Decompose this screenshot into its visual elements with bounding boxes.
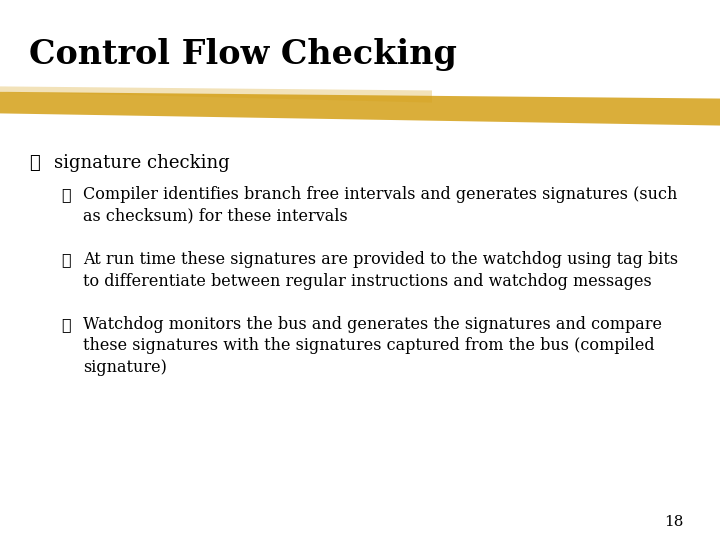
Text: At run time these signatures are provided to the watchdog using tag bits
to diff: At run time these signatures are provide… bbox=[83, 251, 678, 289]
Text: ☒: ☒ bbox=[61, 316, 71, 333]
Text: Control Flow Checking: Control Flow Checking bbox=[29, 38, 456, 71]
Text: 18: 18 bbox=[665, 515, 684, 529]
Text: Watchdog monitors the bus and generates the signatures and compare
these signatu: Watchdog monitors the bus and generates … bbox=[83, 316, 662, 376]
Text: Compiler identifies branch free intervals and generates signatures (such
as chec: Compiler identifies branch free interval… bbox=[83, 186, 678, 225]
Polygon shape bbox=[0, 86, 432, 103]
Text: ☒: ☒ bbox=[61, 186, 71, 203]
Text: ☒: ☒ bbox=[61, 251, 71, 268]
Polygon shape bbox=[0, 92, 720, 125]
Text: signature checking: signature checking bbox=[54, 154, 230, 172]
Text: ☑: ☑ bbox=[29, 154, 40, 172]
